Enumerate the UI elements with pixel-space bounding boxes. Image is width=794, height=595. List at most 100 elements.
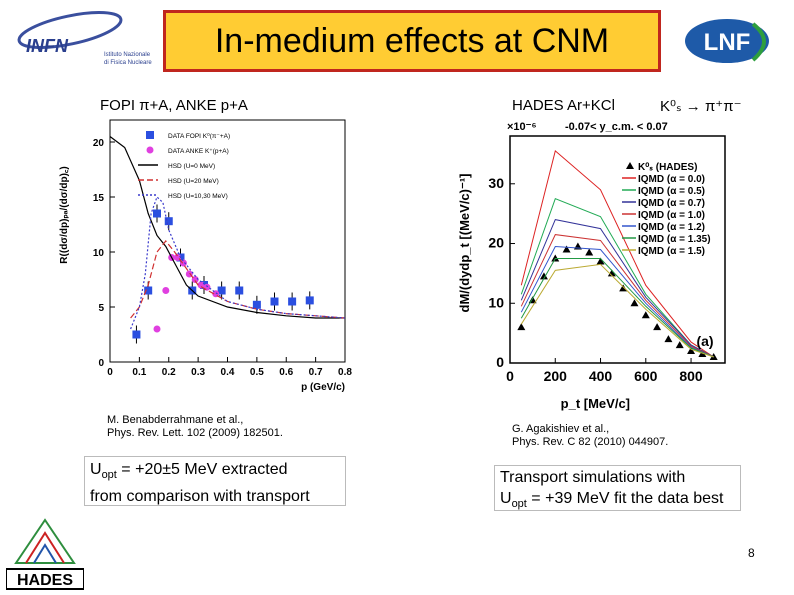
left-result-line2: from comparison with transport: [90, 488, 310, 506]
legend-label: IQMD (α = 1.5): [638, 246, 705, 257]
series-line: [520, 258, 714, 358]
x-tick-label: 0.7: [309, 367, 323, 378]
y-axis-label: R((dσ/dp)ₚₐ/(dσ/dp)꜀): [59, 166, 70, 263]
data-point: [517, 323, 526, 331]
infn-logo-text: INFN: [26, 36, 69, 56]
right-result-prefix: U: [500, 490, 512, 507]
legend-label: DATA ANKE K⁺(p+A): [168, 148, 229, 155]
x-tick-label: 0.5: [250, 367, 264, 378]
data-point: [653, 323, 662, 331]
legend-label: K⁰ₛ (HADES): [638, 162, 697, 173]
data-point: [270, 297, 279, 306]
left-result-box: Uopt = +20±5 MeV extracted from comparis…: [84, 456, 346, 506]
right-chart: 0 200 400 600 800 0 10 20 30 p_t [MeV/c] dM/(dydp_…: [457, 121, 726, 411]
x-tick-label: 0.3: [191, 367, 205, 378]
data-point: [619, 284, 628, 292]
legend-label: HSD (U=10,30 MeV): [168, 193, 228, 200]
infn-logo: INFN Istituto Nazionale di Fisica Nuclea…: [8, 8, 158, 70]
legend-label: IQMD (α = 1.2): [638, 222, 705, 233]
x-tick-label: 0: [107, 367, 113, 378]
series-line: [520, 219, 714, 358]
y-tick-label: 20: [488, 235, 504, 251]
legend-marker: [626, 162, 634, 169]
data-point: [596, 257, 605, 265]
infn-logo-sub1: Istituto Nazionale: [104, 52, 151, 58]
series-line: [520, 234, 714, 358]
left-panel-header: FOPI π+A, ANKE p+A: [100, 97, 248, 114]
data-point: [162, 287, 170, 294]
data-point: [585, 248, 594, 256]
data-point: [630, 299, 639, 307]
right-result-box: Transport simulations with Uopt = +39 Me…: [494, 465, 741, 511]
right-result-sub: opt: [511, 498, 527, 511]
lnf-logo-text: LNF: [704, 29, 751, 56]
y-tick-label: 30: [488, 175, 504, 191]
data-point: [288, 297, 297, 306]
data-point: [217, 286, 226, 295]
series-line: [130, 240, 346, 319]
right-citation-line1: G. Agakishiev et al.,: [512, 423, 610, 435]
data-point: [153, 325, 161, 333]
x-tick-label: 200: [544, 368, 568, 384]
right-panel-header: HADES Ar+KCl: [512, 97, 615, 114]
legend-label: DATA FOPI K⁰(π⁻+A): [168, 132, 230, 140]
data-point: [132, 330, 141, 339]
data-point: [687, 347, 696, 355]
left-citation-line1: M. Benabderrahmane et al.,: [107, 414, 244, 426]
y-tick-label: 5: [98, 303, 104, 314]
hades-logo: HADES: [5, 515, 85, 590]
left-citation-line2: Phys. Rev. Lett. 102 (2009) 182501.: [107, 427, 283, 439]
lnf-logo: LNF: [683, 16, 775, 66]
y-tick-label: 10: [93, 248, 105, 259]
left-result-line1: = +20±5 MeV extracted: [116, 461, 288, 478]
y-tick-label: 0: [98, 358, 104, 369]
x-tick-label: 0.8: [338, 367, 352, 378]
x-tick-label: 0: [506, 368, 514, 384]
plot-frame: [509, 135, 726, 364]
slide-title: In-medium effects at CNM: [214, 21, 610, 60]
left-result-sub: opt: [101, 469, 117, 482]
x-tick-label: 0.4: [221, 367, 235, 378]
y-tick-label: 20: [93, 138, 105, 149]
data-point: [562, 245, 571, 253]
legend-label: IQMD (α = 0.5): [638, 186, 705, 197]
series-line: [109, 136, 345, 319]
legend-label: IQMD (α = 1.0): [638, 210, 705, 221]
plot-frame: [109, 119, 346, 363]
x-tick-label: 0.1: [132, 367, 146, 378]
lnf-logo-graphic: LNF: [685, 19, 769, 63]
data-point: [641, 311, 650, 319]
x-tick-label: 600: [634, 368, 658, 384]
y-tick-label: 15: [93, 193, 105, 204]
data-point: [197, 281, 205, 289]
x-tick-label: 400: [589, 368, 613, 384]
data-point: [153, 209, 161, 218]
legend-label: IQMD (α = 0.0): [638, 174, 705, 185]
data-point: [551, 254, 560, 262]
right-panel-decay: K⁰ₛ → π⁺π⁻: [660, 98, 742, 115]
series-line: [520, 263, 714, 358]
y-tick-label: 0: [496, 354, 504, 370]
data-point: [252, 300, 261, 309]
x-tick-label: 0.2: [162, 367, 176, 378]
hades-logo-graphic: HADES: [5, 518, 85, 590]
legend-label: HSD (U=0 MeV): [168, 163, 215, 170]
hades-logo-text: HADES: [17, 572, 73, 589]
panel-label: (a): [696, 333, 713, 349]
x-axis-label: p (GeV/c): [301, 382, 345, 393]
left-chart: 0 0.1 0.2 0.3 0.4 0.5 0.6 0.7 0.8 0 5 10 15 20 p (GeV/…: [59, 119, 352, 393]
data-point: [664, 335, 673, 343]
legend-marker: [146, 131, 154, 139]
x-tick-label: 800: [679, 368, 703, 384]
legend-label: HSD (U=20 MeV): [168, 178, 219, 185]
data-point: [144, 286, 153, 295]
data-point: [607, 269, 616, 277]
rapidity-cut: -0.07< y_c.m. < 0.07: [565, 121, 668, 133]
legend-marker: [146, 146, 154, 154]
series-line: [130, 195, 346, 330]
infn-logo-graphic: INFN Istituto Nazionale di Fisica Nuclea…: [17, 11, 152, 66]
x-axis-label: p_t [MeV/c]: [561, 396, 630, 411]
y-axis-label: dM/(dydp_t [(MeV/c)⁻¹]: [457, 173, 472, 312]
left-result-prefix: U: [90, 461, 102, 478]
data-point: [305, 296, 314, 305]
